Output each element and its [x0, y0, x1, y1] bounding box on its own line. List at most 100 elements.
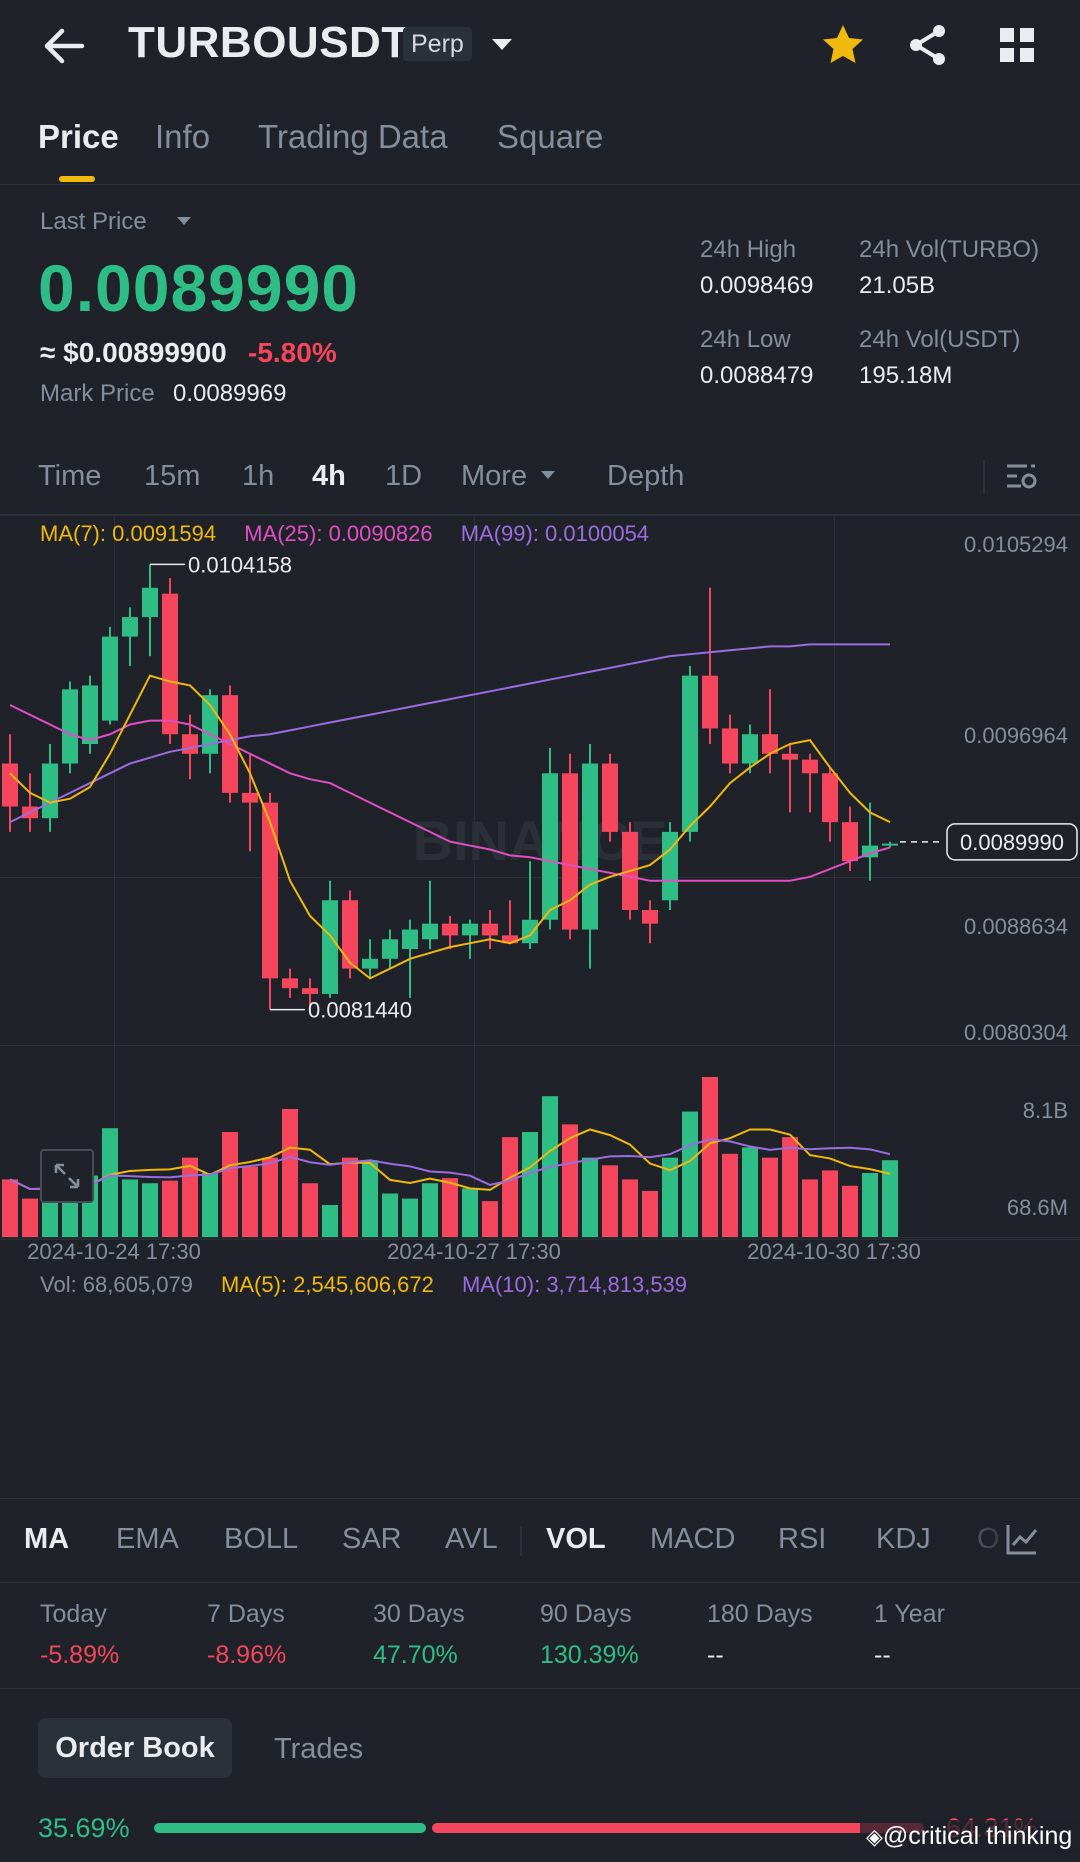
- vol-ma5-line: [9, 1128, 891, 1191]
- high-label: 24h High: [700, 236, 797, 263]
- tab-trades[interactable]: Trades: [274, 1733, 364, 1765]
- tab-price[interactable]: Price: [38, 118, 119, 155]
- grid-icon[interactable]: [992, 20, 1042, 70]
- candle-body: [522, 919, 538, 944]
- candle-body: [582, 763, 598, 930]
- volume-bar: [142, 1183, 158, 1237]
- candle-body: [562, 773, 578, 930]
- volume-bar: [842, 1185, 858, 1237]
- volume-bar: [602, 1165, 618, 1237]
- volume-bar: [222, 1132, 238, 1237]
- candle-body: [602, 763, 618, 832]
- candle-body: [362, 958, 378, 969]
- volume-tick-label: 8.1B: [1023, 1098, 1068, 1123]
- volume-bar: [682, 1111, 698, 1237]
- candle-body: [82, 685, 98, 745]
- indicator-rsi[interactable]: RSI: [778, 1523, 827, 1555]
- chart-settings-icon[interactable]: [1003, 458, 1039, 494]
- caret-down-icon[interactable]: [488, 30, 516, 58]
- volume-bar: [762, 1157, 778, 1237]
- volume-bar: [322, 1205, 338, 1237]
- volume-bar: [862, 1173, 878, 1237]
- candles: [2, 564, 898, 1010]
- usd-value: ≈ $0.00899900: [40, 337, 227, 368]
- candle-body: [762, 734, 778, 754]
- candlestick-chart[interactable]: BINANCE 0.01052940.00969640.00886340.008…: [0, 515, 1080, 1515]
- volume-bar: [122, 1179, 138, 1237]
- share-icon[interactable]: [903, 20, 953, 70]
- fullscreen-button[interactable]: [40, 1149, 94, 1203]
- candle-body: [742, 734, 758, 764]
- last-price-tag: [946, 823, 1078, 861]
- divider: [0, 1582, 1080, 1583]
- caret-down-icon[interactable]: [538, 465, 558, 485]
- tab-trading-data[interactable]: Trading Data: [258, 118, 448, 155]
- price-tick-label: 0.0105294: [964, 532, 1068, 557]
- low-label: 24h Low: [700, 326, 791, 353]
- volume-bar: [382, 1193, 398, 1237]
- ma99-legend: MA(99): 0.0100054: [460, 521, 650, 546]
- indicator-sar[interactable]: SAR: [342, 1523, 402, 1555]
- tab-order-book[interactable]: Order Book: [38, 1718, 232, 1778]
- candle-body: [442, 923, 458, 936]
- indicator-kdj[interactable]: KDJ: [876, 1523, 931, 1555]
- perf-90d-value: 130.39%: [540, 1641, 639, 1669]
- candle-body: [262, 802, 278, 979]
- volume-bar: [182, 1157, 198, 1237]
- indicator-avl[interactable]: AVL: [445, 1523, 498, 1555]
- indicator-macd[interactable]: MACD: [650, 1523, 736, 1555]
- tab-square[interactable]: Square: [497, 118, 604, 155]
- indicator-settings-icon[interactable]: [1004, 1521, 1040, 1557]
- tab-info[interactable]: Info: [155, 118, 211, 155]
- symbol-title[interactable]: TURBOUSDT: [128, 18, 409, 67]
- candle-body: [702, 675, 718, 729]
- candle-body: [422, 923, 438, 940]
- candle-body: [842, 822, 858, 862]
- candle-body: [302, 988, 318, 994]
- indicator-vol[interactable]: VOL: [546, 1523, 606, 1555]
- interval-15m[interactable]: 15m: [144, 460, 201, 492]
- candle-body: [102, 636, 118, 721]
- candle-body: [722, 728, 738, 764]
- caret-down-icon[interactable]: [174, 211, 194, 231]
- indicator-ma[interactable]: MA: [24, 1523, 70, 1555]
- divider: [520, 1526, 522, 1556]
- volume-bar: [102, 1128, 118, 1237]
- candle-body: [402, 929, 418, 950]
- interval-1h[interactable]: 1h: [242, 460, 275, 492]
- last-price-label[interactable]: Last Price: [40, 208, 147, 235]
- volume-bar: [22, 1198, 38, 1237]
- ma25-legend: MA(25): 0.0090826: [244, 521, 433, 546]
- overlay-caption: ◈@critical thinking: [860, 1820, 1079, 1853]
- volume-bar: [502, 1137, 518, 1237]
- interval-more[interactable]: More: [461, 460, 528, 492]
- candle-body: [142, 587, 158, 618]
- interval-depth[interactable]: Depth: [607, 460, 685, 492]
- interval-1d[interactable]: 1D: [385, 460, 423, 492]
- volume-bar: [202, 1173, 218, 1237]
- buy-sell-ratio-bar: [154, 1823, 924, 1833]
- mark-price-label: Mark Price: [40, 380, 155, 407]
- vol-ma10-legend: MA(10): 3,714,813,539: [461, 1272, 688, 1297]
- candle-body: [462, 923, 478, 936]
- candle-body: [382, 939, 398, 959]
- candle-body: [662, 831, 678, 901]
- star-icon[interactable]: [818, 20, 868, 70]
- volume-bar: [402, 1198, 418, 1237]
- candle-body: [182, 734, 198, 754]
- ma7-legend: MA(7): 0.0091594: [40, 521, 217, 546]
- interval-time[interactable]: Time: [38, 460, 102, 492]
- change-percent: -5.80%: [248, 337, 337, 368]
- back-arrow-icon[interactable]: [38, 20, 90, 72]
- perf-30d-label: 30 Days: [373, 1600, 465, 1628]
- candle-body: [822, 773, 838, 823]
- volume-bar: [422, 1183, 438, 1237]
- volume-bar: [302, 1183, 318, 1237]
- interval-4h[interactable]: 4h: [312, 460, 346, 492]
- indicator-ema[interactable]: EMA: [116, 1523, 179, 1555]
- volume-bar: [882, 1160, 898, 1237]
- divider: [0, 514, 1080, 515]
- indicator-boll[interactable]: BOLL: [224, 1523, 299, 1555]
- candle-body: [882, 843, 898, 846]
- candle-body: [482, 923, 498, 936]
